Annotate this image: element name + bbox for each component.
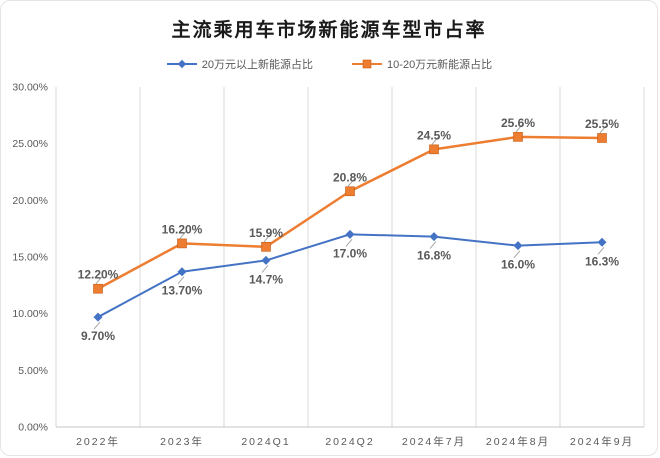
legend-item-over-20w[interactable]: 20万元以上新能源占比 (166, 56, 313, 72)
svg-text:2024年9月: 2024年9月 (570, 435, 634, 448)
svg-text:15.00%: 15.00% (12, 252, 48, 264)
svg-text:13.70%: 13.70% (162, 284, 203, 298)
svg-text:24.5%: 24.5% (417, 128, 451, 142)
svg-text:16.3%: 16.3% (585, 254, 619, 268)
legend-label-over-20w: 20万元以上新能源占比 (201, 59, 314, 71)
svg-text:20.00%: 20.00% (12, 195, 48, 207)
svg-text:25.00%: 25.00% (12, 138, 48, 150)
svg-text:2024Q1: 2024Q1 (241, 436, 290, 448)
legend-line-diamond-icon (166, 59, 197, 69)
legend-line-square-icon (352, 59, 383, 69)
svg-text:9.70%: 9.70% (81, 329, 115, 343)
svg-text:25.5%: 25.5% (585, 117, 619, 131)
svg-text:25.6%: 25.6% (501, 116, 535, 130)
svg-text:2024年8月: 2024年8月 (486, 435, 550, 448)
svg-text:2022年: 2022年 (76, 435, 120, 448)
svg-text:2023年: 2023年 (160, 435, 204, 448)
legend-label-10-20w: 10-20万元新能源占比 (387, 59, 493, 71)
svg-text:5.00%: 5.00% (18, 365, 48, 377)
svg-text:12.20%: 12.20% (78, 268, 119, 282)
svg-text:2024Q2: 2024Q2 (325, 436, 374, 448)
svg-text:16.20%: 16.20% (162, 222, 203, 236)
svg-text:30.00%: 30.00% (12, 82, 48, 94)
svg-text:16.0%: 16.0% (501, 258, 535, 272)
legend-item-10-20w[interactable]: 10-20万元新能源占比 (351, 56, 492, 72)
svg-text:15.9%: 15.9% (249, 226, 283, 240)
svg-text:10.00%: 10.00% (12, 308, 48, 320)
svg-text:20.8%: 20.8% (333, 170, 367, 184)
svg-text:17.0%: 17.0% (333, 246, 367, 260)
svg-text:2024年7月: 2024年7月 (402, 435, 466, 448)
legend: 20万元以上新能源占比 10-20万元新能源占比 (1, 56, 657, 72)
svg-text:0.00%: 0.00% (18, 422, 48, 434)
svg-text:16.8%: 16.8% (417, 249, 451, 263)
svg-text:14.7%: 14.7% (249, 272, 283, 286)
chart-title: 主流乘用车市场新能源车型市占率 (171, 20, 487, 41)
